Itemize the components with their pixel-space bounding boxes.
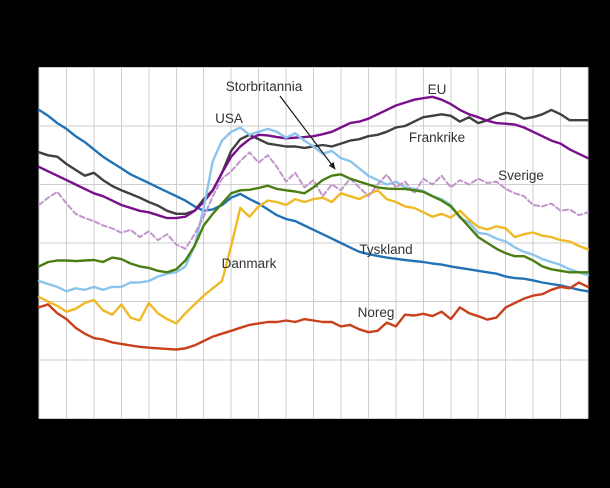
series-label-storbritannia: Storbritannia bbox=[226, 79, 303, 94]
series-line-eu bbox=[37, 95, 590, 220]
series-line-usa bbox=[37, 126, 590, 293]
series-label-tyskland: Tyskland bbox=[359, 242, 412, 257]
series-label-danmark: Danmark bbox=[222, 256, 277, 271]
series-label-usa: USA bbox=[215, 111, 243, 126]
series-line-sverige bbox=[38, 151, 589, 250]
gridlines bbox=[38, 67, 589, 419]
series-label-sverige: Sverige bbox=[498, 168, 544, 183]
series-label-noreg: Noreg bbox=[358, 305, 395, 320]
series-line-noreg bbox=[37, 281, 590, 351]
series-label-frankrike: Frankrike bbox=[409, 130, 465, 145]
annotation-arrow-storbritannia bbox=[279, 95, 336, 170]
series-line-tyskland bbox=[37, 108, 590, 293]
series-line-storbritannia bbox=[37, 173, 590, 274]
series-line-danmark bbox=[37, 189, 590, 325]
series-label-eu: EU bbox=[428, 82, 447, 97]
